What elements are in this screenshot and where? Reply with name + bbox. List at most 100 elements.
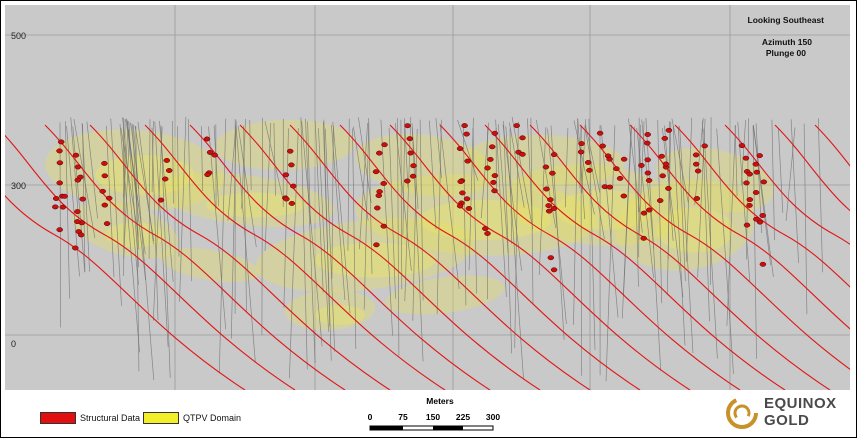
drillhole-trace: [726, 124, 736, 326]
structural-data-marker: [646, 207, 653, 213]
drillhole-trace: [778, 128, 784, 213]
drillhole-trace: [264, 122, 272, 251]
structural-data-marker: [101, 202, 109, 208]
structural-data-marker: [59, 204, 67, 210]
structural-data-marker: [692, 152, 700, 158]
drillhole-trace: [358, 117, 372, 203]
structural-data-marker: [490, 179, 497, 185]
structural-data-marker: [644, 140, 651, 146]
scale-bar-graphic: [369, 425, 494, 431]
structural-data-marker: [52, 204, 59, 210]
drillhole-trace: [160, 125, 171, 378]
section-graphic: [5, 5, 850, 390]
structural-data-marker: [640, 210, 648, 216]
structural-data-marker: [459, 190, 466, 196]
drillhole-trace: [154, 121, 169, 347]
structural-data-marker: [376, 150, 383, 156]
drillhole-trace: [122, 117, 139, 285]
structural-data-marker: [613, 166, 620, 172]
structural-data-marker: [620, 156, 628, 162]
structural-data-marker: [658, 153, 665, 159]
structural-data-marker: [203, 136, 211, 142]
qtpv-domain-shape: [205, 192, 305, 218]
drillhole-trace: [746, 118, 750, 260]
drillhole-trace: [132, 124, 155, 381]
structural-data-marker: [586, 167, 593, 173]
drillhole-trace: [703, 128, 718, 359]
structural-data-marker: [404, 178, 411, 184]
structural-data-marker: [77, 232, 85, 238]
structural-data-marker: [288, 200, 296, 206]
structural-data-marker: [282, 172, 290, 178]
drillhole-trace: [301, 120, 323, 347]
drillhole-trace: [264, 121, 283, 197]
drillhole-trace: [73, 119, 96, 239]
drillhole-traces: [59, 116, 823, 382]
fault-line: [189, 124, 491, 390]
fault-line: [89, 124, 391, 390]
drillhole-trace: [636, 128, 654, 279]
drillhole-trace: [641, 119, 655, 249]
structural-data-marker: [72, 245, 79, 251]
drillhole-trace: [790, 119, 799, 264]
structural-data-marker: [372, 169, 380, 175]
drillhole-trace: [752, 125, 771, 266]
fault-line: [289, 124, 591, 390]
structural-data-marker: [283, 196, 290, 202]
structural-data-marker: [752, 161, 760, 167]
fault-line: [814, 124, 850, 167]
drillhole-trace: [472, 127, 478, 294]
drillhole-trace: [412, 128, 418, 321]
structural-data-marker: [484, 165, 491, 171]
structural-data-marker: [101, 160, 108, 166]
scale-tick-0: 0: [367, 412, 373, 422]
drillhole-trace: [135, 126, 140, 372]
drillhole-trace: [514, 121, 519, 348]
structural-data-marker: [752, 190, 760, 195]
drillhole-trace: [347, 118, 350, 251]
structural-data-marker: [373, 242, 380, 248]
structural-data-marker: [659, 173, 666, 179]
drillhole-trace: [249, 119, 252, 191]
structural-data-marker: [56, 227, 63, 233]
structural-data-marker: [101, 173, 109, 179]
drillhole-trace: [468, 117, 474, 271]
structural-data-marker: [645, 177, 653, 183]
structural-data-marker: [519, 151, 526, 157]
scale-bar: Meters 0 75 150 225 300: [360, 396, 520, 434]
structural-data-marker: [543, 186, 550, 192]
drillhole-trace: [785, 127, 796, 221]
section-view: 500 300 0 Looking Southeast Azimuth 150 …: [5, 5, 850, 390]
structural-data-marker: [606, 156, 613, 162]
structural-data-marker: [206, 149, 214, 155]
structural-data-marker: [644, 170, 652, 176]
structural-data-marker: [746, 197, 754, 203]
drillhole-trace: [495, 119, 507, 297]
structural-data-marker: [550, 152, 558, 158]
structural-data-marker: [456, 203, 464, 209]
structural-data-marker: [74, 164, 82, 170]
drillhole-trace: [588, 118, 596, 350]
fault-lines: [5, 124, 850, 390]
drillhole-trace: [710, 117, 712, 285]
structural-data-marker: [72, 152, 80, 158]
drillhole-trace: [208, 126, 227, 330]
qtpv-domain-shape: [656, 147, 774, 213]
drillhole-trace: [817, 118, 823, 273]
structural-data-marker: [599, 143, 606, 149]
structural-data-marker: [74, 177, 82, 183]
drillhole-trace: [497, 124, 509, 254]
structural-data-marker: [103, 221, 111, 227]
structural-data-marker: [290, 183, 297, 189]
scale-tick-300: 300: [485, 412, 501, 422]
qtpv-domain-shape: [385, 275, 505, 315]
structural-data-marker: [165, 168, 173, 173]
qtpv-domain-shape: [285, 289, 375, 331]
drillhole-trace: [159, 120, 174, 282]
structural-data-marker: [746, 202, 753, 208]
structural-data-markers: [52, 123, 768, 273]
drillhole-trace: [123, 121, 129, 198]
structural-data-marker: [665, 185, 672, 191]
fault-line: [724, 124, 850, 245]
drillhole-trace: [388, 127, 396, 299]
